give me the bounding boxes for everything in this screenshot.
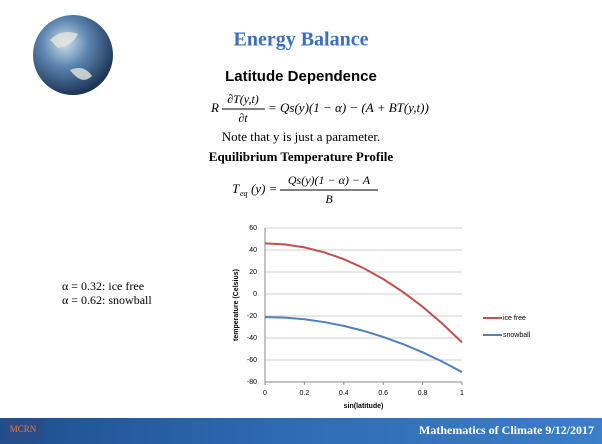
eq2-den: B bbox=[325, 192, 333, 206]
legend-label: ice free bbox=[503, 315, 526, 322]
eq1-rhs: = Qs(y)(1 − α) − (A + BT(y,t)) bbox=[268, 100, 429, 115]
eq2-sub: eq bbox=[240, 189, 248, 198]
eq2-num: Qs(y)(1 − α) − A bbox=[288, 173, 371, 187]
slide: Energy Balance Latitude Dependence R ∂T(… bbox=[0, 0, 602, 444]
y-tick-label: -20 bbox=[247, 313, 257, 320]
legend-label: snowball bbox=[503, 332, 531, 339]
y-tick-label: 20 bbox=[249, 269, 257, 276]
x-tick-label: 0 bbox=[263, 390, 267, 397]
y-tick-label: -40 bbox=[247, 335, 257, 342]
y-tick-label: -60 bbox=[247, 357, 257, 364]
x-axis-label: sin(latitude) bbox=[344, 403, 384, 410]
x-tick-label: 1 bbox=[460, 390, 464, 397]
footer-text: Mathematics of Climate 9/12/2017 bbox=[419, 423, 594, 437]
case-label: α = 0.32: ice free bbox=[62, 279, 144, 293]
eq1-num: ∂T(y,t) bbox=[227, 92, 259, 106]
eq2-lhs: T bbox=[232, 181, 240, 196]
subtitle: Latitude Dependence bbox=[225, 68, 377, 85]
y-axis-label: temperature (Celsius) bbox=[233, 269, 240, 341]
globe-icon bbox=[33, 15, 113, 95]
x-tick-label: 0.2 bbox=[300, 390, 310, 397]
x-tick-label: 0.8 bbox=[418, 390, 428, 397]
eq1-lhs: R bbox=[210, 100, 219, 115]
x-tick-label: 0.4 bbox=[339, 390, 349, 397]
y-tick-label: 40 bbox=[249, 247, 257, 254]
y-tick-label: 60 bbox=[249, 225, 257, 232]
eq1-den: ∂t bbox=[238, 111, 248, 125]
y-tick-label: -80 bbox=[247, 379, 257, 386]
y-tick-label: 0 bbox=[253, 291, 257, 298]
logo: MCRN bbox=[10, 424, 37, 434]
heading: Equilibrium Temperature Profile bbox=[209, 149, 394, 164]
slide-title: Energy Balance bbox=[234, 29, 369, 51]
x-tick-label: 0.6 bbox=[378, 390, 388, 397]
eq2-lhs2: (y) = bbox=[251, 181, 277, 196]
case-label: α = 0.62: snowball bbox=[62, 293, 152, 307]
note: Note that y is just a parameter. bbox=[222, 129, 380, 144]
